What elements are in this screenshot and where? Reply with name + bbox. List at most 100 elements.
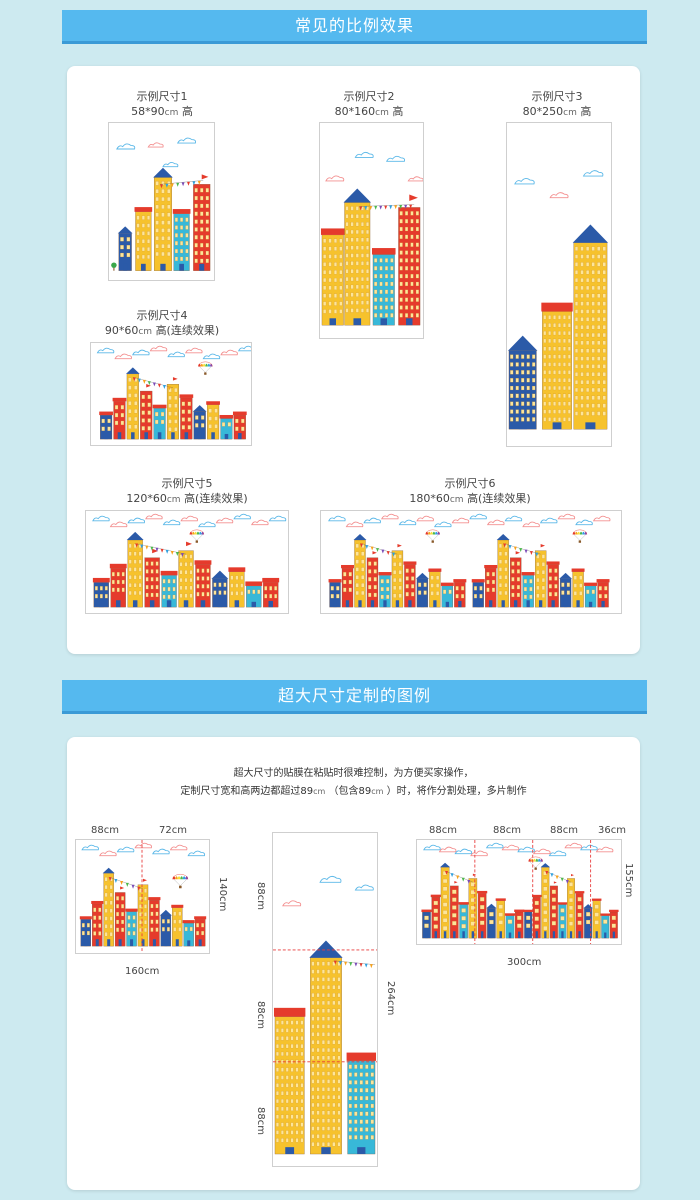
fig2-seg-bot: 88cm (255, 1107, 266, 1135)
building (541, 302, 573, 430)
section-title: 超大尺寸定制的图例 (277, 686, 431, 705)
building (232, 411, 247, 440)
custom-size-card: 超大尺寸的贴膜在粘贴时很难控制，为方便买家操作， 定制尺寸宽和高两边都超过89c… (67, 737, 640, 1190)
building (126, 531, 144, 608)
parachute-icon (172, 874, 189, 889)
cloud-icon (116, 143, 136, 150)
bunting-flags (135, 543, 187, 558)
building (504, 913, 516, 939)
building (178, 541, 194, 608)
section-title: 常见的比例效果 (294, 16, 414, 35)
cloud-icon (433, 521, 452, 528)
cloud-icon (423, 844, 441, 851)
building (391, 544, 404, 608)
bunting-flags (160, 180, 204, 189)
fig1-height: 140cm (217, 877, 228, 912)
building (194, 916, 207, 947)
example-6-caption: 示例尺寸6 180*60cm 高(连续效果) (409, 476, 530, 508)
cloud-icon (149, 345, 168, 352)
example-label: 示例尺寸2 (343, 90, 395, 103)
city-illustration (421, 840, 619, 944)
building (549, 881, 558, 939)
cloud-icon (363, 517, 381, 524)
building (366, 551, 379, 608)
cloud-icon (325, 175, 345, 182)
building (144, 548, 160, 608)
building (193, 174, 211, 271)
cloud-icon (96, 347, 115, 354)
example-size: 120*60cm 高(连续效果) (126, 492, 248, 505)
cloud-icon (549, 192, 569, 199)
bunting-flags (132, 377, 173, 391)
example-size: 80*250cm 高 (522, 105, 592, 118)
cloud-icon (407, 176, 423, 182)
building (484, 564, 498, 608)
cloud-icon (451, 517, 470, 524)
building (453, 579, 467, 608)
building (571, 568, 585, 608)
cloud-icon (167, 351, 185, 358)
building (166, 377, 179, 440)
building (378, 572, 392, 608)
building (353, 533, 367, 608)
building (458, 902, 469, 939)
city-illustration (273, 875, 377, 1155)
cloud-icon (176, 137, 197, 144)
fig1-width-seg2: 72cm (159, 825, 187, 836)
intro-line-2: 定制尺寸宽和高两边都超过89cm （包含89cm ）时，将作分割处理，多片制作 (180, 786, 527, 797)
building (471, 579, 485, 608)
city-illustration (96, 345, 251, 440)
fig3-width-seg2: 88cm (493, 825, 521, 836)
building (440, 582, 454, 608)
building (79, 916, 92, 947)
section-banner-custom-size: 超大尺寸定制的图例 (62, 680, 647, 714)
cloud-icon (548, 850, 567, 857)
building (171, 904, 184, 947)
building (341, 564, 354, 608)
cloud-icon (132, 349, 150, 356)
example-5-caption: 示例尺寸5 120*60cm 高(连续效果) (126, 476, 247, 508)
city-illustration (507, 170, 609, 430)
building (99, 411, 113, 440)
cloud-icon (416, 515, 434, 522)
example-label: 示例尺寸4 (136, 309, 188, 322)
example-size: 58*90cm 高 (131, 105, 193, 118)
building (398, 194, 421, 326)
cloud-icon (381, 513, 399, 520)
bunting-flags (445, 870, 473, 884)
building (521, 572, 535, 608)
fig1-width-seg1: 88cm (91, 825, 119, 836)
building (430, 894, 441, 939)
city-illustration (79, 840, 207, 953)
building (194, 560, 212, 608)
example-4-preview (90, 342, 252, 446)
cloud-icon (517, 846, 535, 853)
cloud-icon (109, 521, 128, 528)
cloud-icon (187, 850, 206, 857)
cloud-icon (116, 846, 135, 853)
cloud-icon (81, 844, 99, 851)
building (584, 582, 598, 608)
building (160, 570, 178, 608)
building (343, 188, 372, 326)
building (112, 397, 127, 440)
building (219, 414, 234, 440)
cloud-icon (539, 517, 558, 524)
building (574, 891, 585, 939)
building (477, 890, 488, 939)
cloud-icon (514, 178, 535, 185)
cloud-icon (127, 517, 145, 524)
cloud-icon (180, 515, 198, 522)
parachute-icon (198, 361, 213, 375)
fig2-seg-top: 88cm (255, 882, 266, 910)
building (421, 909, 432, 939)
cloud-icon (92, 515, 110, 522)
cloud-icon (582, 170, 604, 177)
building (600, 913, 610, 939)
bunting-flags (503, 543, 541, 557)
cloud-icon (220, 349, 238, 356)
building (403, 561, 417, 608)
building (532, 894, 542, 939)
cloud-icon (575, 519, 593, 526)
building (450, 881, 459, 939)
